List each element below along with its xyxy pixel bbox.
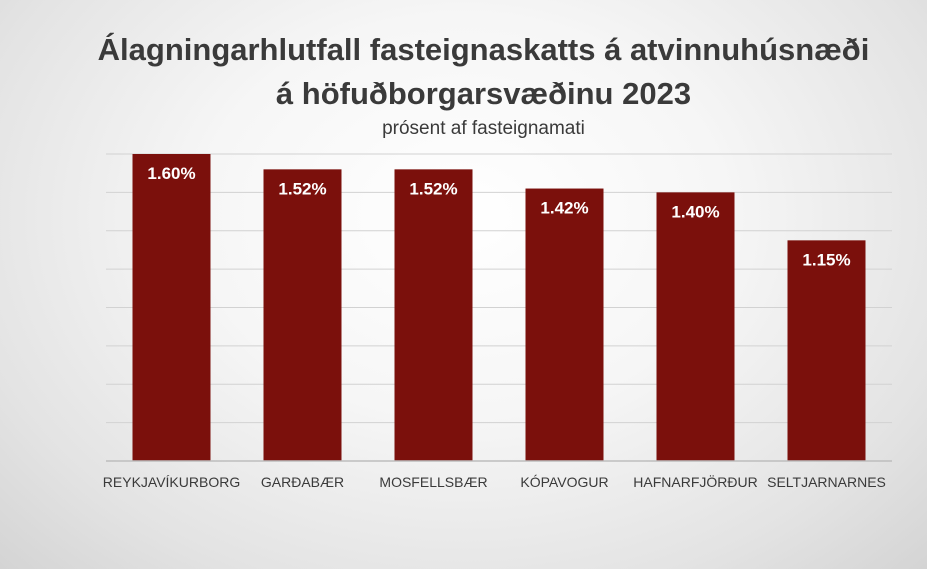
gridlines (106, 153, 892, 424)
bar (525, 188, 604, 461)
category-label: GARÐABÆR (261, 474, 344, 490)
category-label: REYKJAVÍKURBORG (103, 474, 240, 490)
chart-title-line-2: á höfuðborgarsvæðinu 2023 (275, 76, 692, 111)
chart-subtitle: prósent af fasteignamati (382, 118, 585, 139)
value-labels: 1.60% 1.52% 1.52% 1.42% 1.40% 1.15% (147, 164, 850, 269)
bar (132, 154, 211, 461)
value-label: 1.60% (147, 164, 195, 183)
category-label: KÓPAVOGUR (520, 474, 608, 490)
value-label: 1.52% (409, 179, 457, 198)
bar (787, 240, 866, 461)
bars (132, 154, 866, 461)
chart-title-line-1: Álagningarhlutfall fasteignaskatts á atv… (97, 32, 870, 67)
bar (263, 169, 342, 461)
category-label: SELTJARNARNES (767, 474, 886, 490)
bar (656, 192, 735, 461)
category-label: MOSFELLSBÆR (379, 474, 487, 490)
value-label: 1.52% (278, 179, 326, 198)
value-label: 1.40% (671, 202, 719, 221)
value-label: 1.42% (540, 199, 588, 218)
category-labels: REYKJAVÍKURBORG GARÐABÆR MOSFELLSBÆR KÓPAVO… (103, 473, 886, 490)
category-label: HAFNARFJÖRÐUR (633, 473, 757, 490)
bar (394, 169, 473, 461)
value-label: 1.15% (802, 250, 850, 269)
